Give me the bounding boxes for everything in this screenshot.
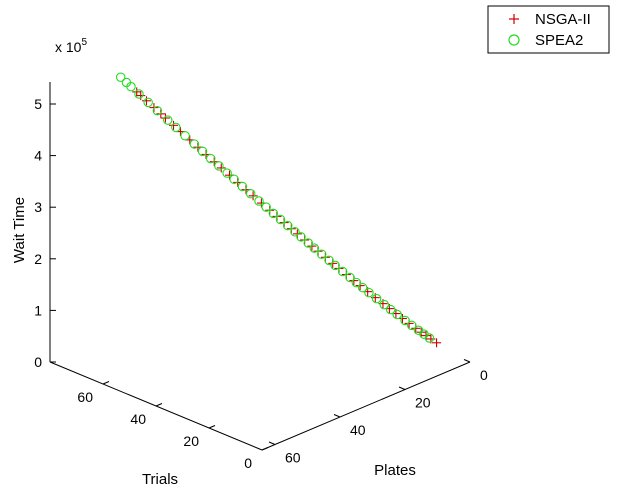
x-tick-mark <box>268 441 276 445</box>
tick-marks <box>50 103 471 451</box>
point-spea2 <box>371 293 382 304</box>
point-spea2 <box>379 299 389 310</box>
plates-axis-line <box>261 361 471 451</box>
point-spea2 <box>385 304 396 315</box>
point-spea2 <box>214 161 224 171</box>
point-nsga2 <box>216 163 226 173</box>
legend-label-nsga2: NSGA-II <box>535 11 591 28</box>
legend-marker-spea2 <box>508 34 520 46</box>
point-spea2 <box>282 220 293 231</box>
x-tick-label: 60 <box>285 450 301 466</box>
z-exponent-power: 5 <box>81 37 87 48</box>
x-tick-label: 0 <box>480 367 488 383</box>
point-nsga2 <box>292 229 302 239</box>
data-points <box>115 72 442 348</box>
point-spea2 <box>406 320 417 331</box>
legend-marker-nsga2 <box>509 14 519 24</box>
point-spea2 <box>229 174 239 185</box>
point-spea2 <box>115 72 126 82</box>
point-spea2 <box>197 146 208 157</box>
point-spea2 <box>309 243 320 253</box>
point-spea2 <box>351 277 362 288</box>
point-spea2 <box>134 89 144 99</box>
z-axis-label: Wait Time <box>11 197 28 263</box>
z-tick-label: 5 <box>34 96 42 112</box>
point-spea2 <box>180 130 190 141</box>
x-axis-label: Plates <box>374 462 416 479</box>
point-nsga2 <box>160 113 170 123</box>
point-spea2 <box>152 105 163 116</box>
z-exponent-label: x 105 <box>55 37 87 55</box>
point-spea2 <box>337 266 348 277</box>
point-spea2 <box>143 97 153 108</box>
x-tick-mark <box>398 386 406 390</box>
legend-box <box>487 5 610 54</box>
point-nsga2 <box>248 191 258 201</box>
y-tick-label: 40 <box>130 411 146 427</box>
point-spea2 <box>345 272 355 283</box>
point-nsga2 <box>307 241 317 251</box>
point-spea2 <box>205 153 216 164</box>
legend: NSGA-II SPEA2 <box>487 5 610 54</box>
point-spea2 <box>222 168 232 178</box>
z-tick-label: 4 <box>34 148 42 164</box>
point-spea2 <box>424 333 435 343</box>
y-tick-mark <box>208 425 216 429</box>
y-tick-label: 0 <box>244 455 252 471</box>
z-exponent-base: x 10 <box>55 39 82 55</box>
point-spea2 <box>324 255 334 266</box>
point-nsga2 <box>416 327 426 337</box>
point-nsga2 <box>141 96 151 106</box>
x-tick-mark <box>333 414 341 418</box>
point-spea2 <box>303 238 314 248</box>
point-spea2 <box>254 196 264 206</box>
y-tick-label: 20 <box>183 433 199 449</box>
x-tick-label: 40 <box>350 422 366 438</box>
point-nsga2 <box>169 120 179 130</box>
point-spea2 <box>357 282 368 293</box>
point-spea2 <box>261 202 271 212</box>
point-spea2 <box>268 208 279 219</box>
x-tick-label: 20 <box>415 395 431 411</box>
z-tick-label: 0 <box>34 354 42 370</box>
point-spea2 <box>126 81 136 92</box>
y-axis-label: Trials <box>142 471 178 488</box>
legend-label-spea2: SPEA2 <box>535 32 583 49</box>
point-spea2 <box>171 122 181 133</box>
point-nsga2 <box>132 87 142 97</box>
point-nsga2 <box>300 235 310 245</box>
tick-labels: 0 1 2 3 4 5 0 20 40 60 0 20 40 60 <box>34 96 488 471</box>
point-spea2 <box>237 181 248 192</box>
point-spea2 <box>296 232 306 242</box>
point-nsga2 <box>432 338 442 348</box>
y-tick-mark <box>102 381 110 385</box>
x-tick-mark <box>463 359 471 363</box>
point-spea2 <box>163 115 173 125</box>
point-nsga2 <box>136 91 146 101</box>
point-spea2 <box>189 139 200 149</box>
z-tick-label: 1 <box>34 302 42 318</box>
y-tick-mark <box>261 447 269 451</box>
point-spea2 <box>316 249 327 259</box>
point-spea2 <box>364 287 374 298</box>
point-spea2 <box>392 309 402 320</box>
z-tick-label: 2 <box>34 251 42 267</box>
y-tick-mark <box>155 403 163 407</box>
point-spea2 <box>245 189 256 199</box>
y-tick-label: 60 <box>77 389 93 405</box>
z-tick-label: 3 <box>34 199 42 215</box>
point-spea2 <box>290 227 300 237</box>
point-spea2 <box>275 214 286 225</box>
point-spea2 <box>330 260 340 271</box>
point-spea2 <box>400 315 410 326</box>
